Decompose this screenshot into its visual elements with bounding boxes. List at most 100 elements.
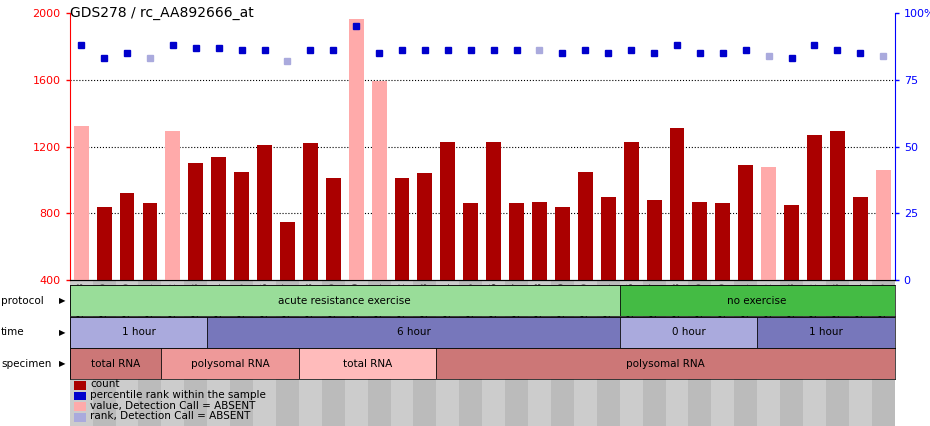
Bar [418,173,432,280]
Bar [509,203,524,280]
Bar [436,280,459,426]
Bar [367,280,391,426]
Bar [394,178,409,280]
Bar [532,202,547,280]
Bar [391,280,414,426]
Text: polysomal RNA: polysomal RNA [626,359,705,369]
Bar [322,280,345,426]
Bar [871,280,895,426]
Bar [230,280,253,426]
Bar [303,143,318,280]
Bar [414,280,436,426]
Text: protocol: protocol [1,296,44,306]
Bar [574,280,597,426]
Bar [619,317,757,348]
Bar [463,203,478,280]
Text: 1 hour: 1 hour [809,327,843,337]
Bar [853,197,868,280]
Bar [189,163,204,280]
Text: 0 hour: 0 hour [671,327,705,337]
Bar [761,167,776,280]
Bar [253,280,276,426]
Bar [646,200,661,280]
Bar [139,280,162,426]
Bar [735,280,757,426]
Bar [830,132,844,280]
Bar [162,280,184,426]
Bar [211,157,226,280]
Bar [578,172,592,280]
Bar [326,178,340,280]
Bar [551,280,574,426]
Bar [115,280,139,426]
Bar [120,193,135,280]
Bar [555,207,570,280]
Bar [459,280,482,426]
Bar [70,285,619,316]
Text: total RNA: total RNA [343,359,392,369]
Bar [482,280,505,426]
Bar [345,280,367,426]
Text: GDS278 / rc_AA892666_at: GDS278 / rc_AA892666_at [70,6,254,20]
Text: ▶: ▶ [60,359,65,368]
Bar [349,20,364,280]
Text: ▶: ▶ [60,296,65,305]
Text: ▶: ▶ [60,328,65,337]
Bar [441,141,456,280]
Bar [207,280,230,426]
Bar [784,205,799,280]
Bar [807,135,822,280]
Bar [93,280,115,426]
Bar [70,280,93,426]
Bar [207,317,619,348]
Bar [299,348,436,379]
Text: polysomal RNA: polysomal RNA [191,359,270,369]
Bar [299,280,322,426]
Bar [486,141,501,280]
Text: percentile rank within the sample: percentile rank within the sample [90,390,266,400]
Bar [528,280,551,426]
Bar [73,127,88,280]
Bar [738,165,753,280]
Text: 6 hour: 6 hour [396,327,431,337]
Bar [693,202,708,280]
Bar [688,280,711,426]
Text: value, Detection Call = ABSENT: value, Detection Call = ABSENT [90,401,256,411]
Text: no exercise: no exercise [727,296,787,306]
Bar [780,280,803,426]
Bar [70,317,207,348]
Bar [372,81,387,280]
Text: count: count [90,380,120,389]
Bar [505,280,528,426]
Bar [597,280,619,426]
Text: rank, Detection Call = ABSENT: rank, Detection Call = ABSENT [90,412,250,421]
Bar [436,348,895,379]
Bar [276,280,299,426]
Bar [619,280,643,426]
Text: 1 hour: 1 hour [122,327,155,337]
Bar [757,280,780,426]
Text: acute resistance exercise: acute resistance exercise [278,296,411,306]
Bar [234,172,249,280]
Bar [666,280,688,426]
Text: specimen: specimen [1,359,51,369]
Bar [162,348,299,379]
Bar [97,207,112,280]
Bar [826,280,849,426]
Bar [803,280,826,426]
Bar [70,348,162,379]
Bar [280,222,295,280]
Bar [142,203,157,280]
Bar [257,145,272,280]
Bar [643,280,666,426]
Bar [670,128,684,280]
Bar [624,141,639,280]
Bar [711,280,735,426]
Bar [849,280,871,426]
Text: total RNA: total RNA [91,359,140,369]
Bar [619,285,895,316]
Bar [757,317,895,348]
Bar [601,197,616,280]
Bar [715,203,730,280]
Bar [876,170,891,280]
